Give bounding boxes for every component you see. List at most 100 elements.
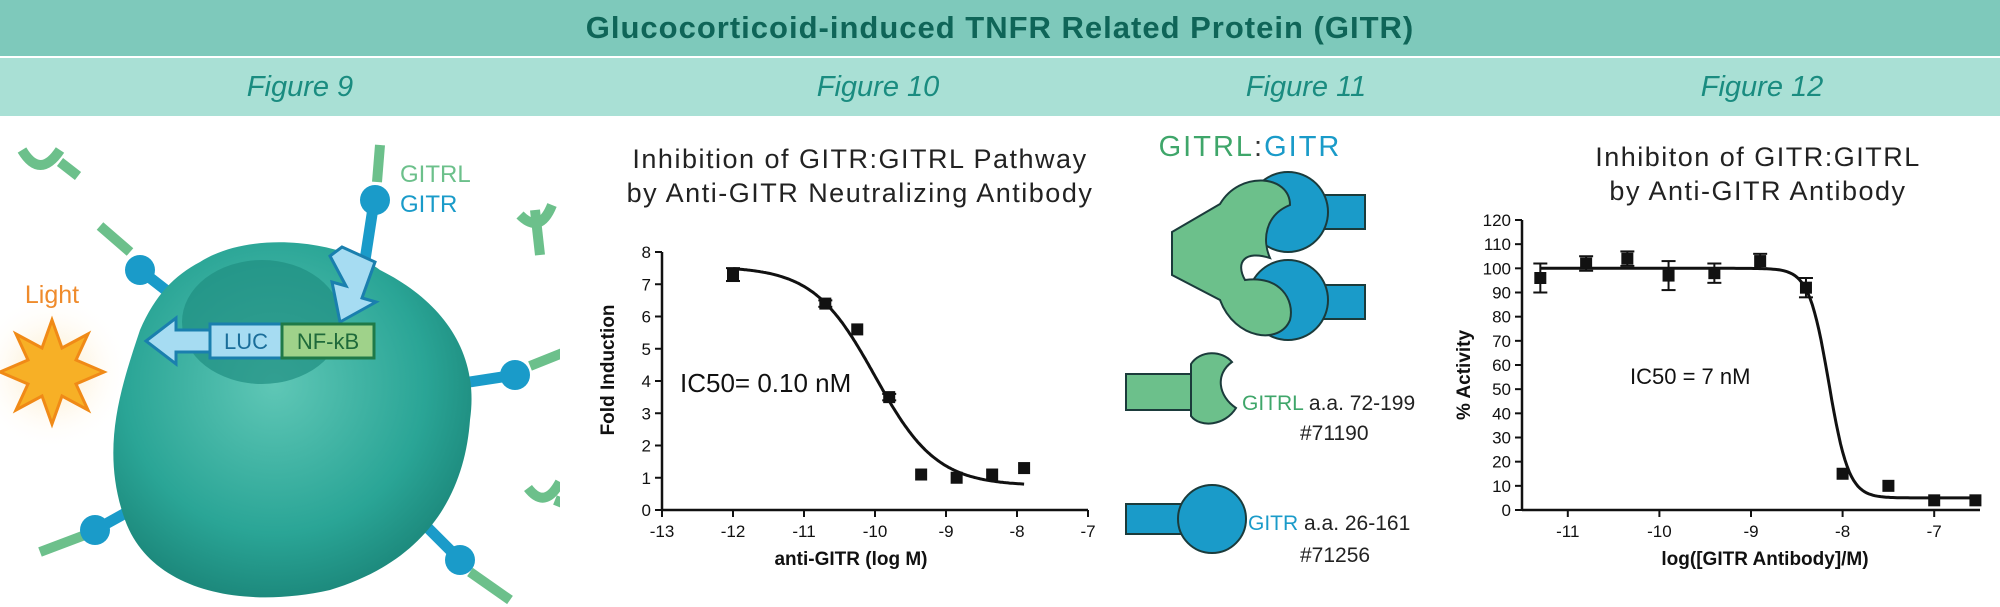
y-tick-label: 60 <box>1492 356 1511 375</box>
fig10-y-axis-label: Fold Induction <box>598 305 619 436</box>
x-tick-label: -11 <box>1556 522 1579 541</box>
fig12-data-points <box>1533 250 1982 507</box>
x-tick-label: -13 <box>650 522 675 541</box>
data-point <box>1836 467 1849 480</box>
figure-9-label: Figure 9 <box>246 71 354 103</box>
figure-11-label: Figure 11 <box>1245 71 1367 103</box>
fig12-axes: -11 -10 -9 -8 -7 0 10 20 30 40 50 60 70 80 90 100 110 120 <box>1483 211 1980 541</box>
cell-nucleus <box>182 260 342 384</box>
data-point <box>950 471 963 484</box>
luc-label: LUC <box>224 329 268 354</box>
fig12-x-axis-label: log([GITR Antibody]/M) <box>1661 549 1868 570</box>
gitrl-label: GITRL <box>400 161 471 188</box>
gitrl-monomer-icon <box>1125 352 1238 425</box>
fig10-title-line1: Inhibition of GITR:GITRL Pathway <box>632 144 1088 174</box>
receptor-ligand-top <box>360 144 390 215</box>
gitrl-product-label: GITRL a.a. 72-199 <box>1242 392 1415 415</box>
fig10-x-axis-label: anti-GITR (log M) <box>774 549 927 570</box>
x-tick-label: -12 <box>721 522 746 541</box>
x-tick-label: -9 <box>1743 522 1758 541</box>
fig12-fit-curve <box>1540 266 1976 500</box>
fig12-ic50-label: IC50 = 7 nM <box>1630 364 1750 389</box>
y-tick-label: 7 <box>642 275 651 294</box>
data-point <box>851 323 864 336</box>
fig10-axes: -13 -12 -11 -10 -9 -8 -7 0 1 2 3 4 5 6 7 8 <box>642 243 1096 541</box>
y-tick-label: 0 <box>1502 501 1511 520</box>
fig10-title-line2: by Anti-GITR Neutralizing Antibody <box>626 178 1094 208</box>
x-tick-label: -9 <box>938 522 953 541</box>
free-ligand-icon <box>524 479 560 508</box>
y-tick-label: 40 <box>1492 404 1511 423</box>
y-tick-label: 4 <box>642 372 651 391</box>
fig10-data-points <box>726 267 1031 484</box>
data-point-marker <box>1621 252 1634 265</box>
data-point-marker <box>851 323 864 336</box>
data-point <box>1620 250 1635 267</box>
fig10-ic50-label: IC50= 0.10 nM <box>680 368 851 398</box>
x-tick-label: -10 <box>1647 522 1672 541</box>
gitr-product-label: GITR a.a. 26-161 <box>1248 512 1410 535</box>
y-tick-label: 120 <box>1483 211 1511 230</box>
data-point <box>1753 252 1768 270</box>
signal-arrow-icon <box>328 245 380 325</box>
complex-icon <box>1171 171 1366 341</box>
y-tick-label: 30 <box>1492 429 1511 448</box>
data-point <box>1798 277 1813 299</box>
data-point <box>1707 262 1722 284</box>
y-tick-label: 90 <box>1492 284 1511 303</box>
light-output-arrow-icon <box>143 314 212 368</box>
gitr-label: GITR <box>400 191 457 218</box>
data-point-marker <box>1836 467 1849 480</box>
y-tick-label: 3 <box>642 404 651 423</box>
data-point <box>1969 494 1982 507</box>
data-point-marker <box>1799 281 1812 294</box>
data-point-marker <box>883 391 896 404</box>
data-point-marker <box>986 468 999 481</box>
y-tick-label: 80 <box>1492 308 1511 327</box>
data-point <box>1533 262 1548 294</box>
data-point <box>1018 462 1031 475</box>
x-tick-label: -10 <box>863 522 888 541</box>
free-ligand-icon <box>17 147 82 180</box>
data-point <box>915 468 928 481</box>
data-point <box>882 391 897 404</box>
fig12-title-line1: Inhibiton of GITR:GITRL <box>1595 142 1921 172</box>
data-point <box>818 297 833 310</box>
fig11-title: GITRL:GITR <box>1159 131 1342 163</box>
data-point-marker <box>727 268 739 281</box>
fig10-chart: -13 -12 -11 -10 -9 -8 -7 0 1 2 3 4 5 6 7 8 anti-GITR (l… <box>598 243 1096 570</box>
data-point-marker <box>1928 494 1941 507</box>
x-tick-label: -11 <box>792 522 815 541</box>
data-point <box>1928 494 1941 507</box>
data-point-marker <box>1018 462 1031 475</box>
data-point-marker <box>1662 269 1675 282</box>
data-point-marker <box>915 468 928 481</box>
y-tick-label: 110 <box>1484 235 1511 254</box>
y-tick-label: 100 <box>1483 259 1511 278</box>
y-tick-label: 0 <box>642 501 651 520</box>
figure-11-diagram: GITRL:GITR GITRL a.a. 72-199 #71190 GITR… <box>1125 131 1415 567</box>
nfkb-label: NF-kB <box>297 329 359 354</box>
fig12-chart: -11 -10 -9 -8 -7 0 10 20 30 40 50 60 70 80 90 100 110 120… <box>1454 211 1982 570</box>
y-tick-label: 5 <box>642 340 651 359</box>
x-tick-label: -7 <box>1927 522 1942 541</box>
fig12-y-axis-label: % Activity <box>1454 330 1475 421</box>
figure-9-diagram: Light GITRL GITR LUC NF-kB <box>0 144 560 605</box>
gitr-monomer-icon <box>1125 484 1247 554</box>
figure-10-label: Figure 10 <box>816 71 940 103</box>
figure-label-bar: Figure 9 Figure 10 Figure 11 Figure 12 <box>0 58 2000 116</box>
data-point <box>986 468 999 481</box>
data-point-marker <box>819 297 832 310</box>
light-label: Light <box>25 281 79 309</box>
fig10-fit-curve <box>732 267 1025 486</box>
page-title: Glucocorticoid-induced TNFR Related Prot… <box>585 10 1415 45</box>
y-tick-label: 2 <box>642 437 651 456</box>
data-point-marker <box>950 471 963 484</box>
page-banner: Glucocorticoid-induced TNFR Related Prot… <box>0 0 2000 56</box>
reporter-construct: LUC NF-kB <box>208 322 376 360</box>
data-point-marker <box>1969 494 1982 507</box>
data-point-marker <box>1580 257 1593 270</box>
gitr-catalog-number: #71256 <box>1300 544 1370 567</box>
y-tick-label: 50 <box>1492 380 1511 399</box>
figure-12-label: Figure 12 <box>1700 71 1824 103</box>
